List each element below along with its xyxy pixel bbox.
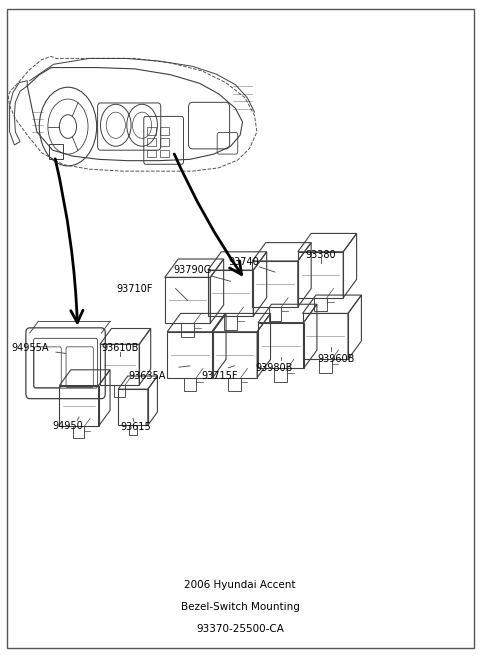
Bar — [49, 145, 63, 159]
Text: 93370-25500-CA: 93370-25500-CA — [196, 623, 284, 634]
Bar — [147, 139, 156, 147]
Text: 93715F: 93715F — [202, 371, 238, 381]
Text: 93610B: 93610B — [101, 343, 138, 353]
Bar — [160, 139, 169, 147]
Text: 94955A: 94955A — [12, 343, 49, 353]
Text: 93740: 93740 — [228, 257, 259, 267]
Text: 93615: 93615 — [120, 422, 151, 432]
Text: 93710F: 93710F — [117, 284, 153, 294]
Text: 93980B: 93980B — [255, 363, 292, 373]
Text: 94950: 94950 — [53, 420, 84, 430]
Text: 93960B: 93960B — [317, 353, 355, 364]
Text: 93790G: 93790G — [173, 265, 212, 275]
Bar — [160, 150, 169, 158]
Bar — [147, 127, 156, 135]
Text: Bezel-Switch Mounting: Bezel-Switch Mounting — [180, 602, 300, 612]
Bar — [160, 127, 169, 135]
Bar — [147, 150, 156, 158]
Text: 93635A: 93635A — [129, 371, 166, 381]
Text: 93380: 93380 — [305, 250, 336, 260]
Text: 2006 Hyundai Accent: 2006 Hyundai Accent — [184, 581, 296, 591]
